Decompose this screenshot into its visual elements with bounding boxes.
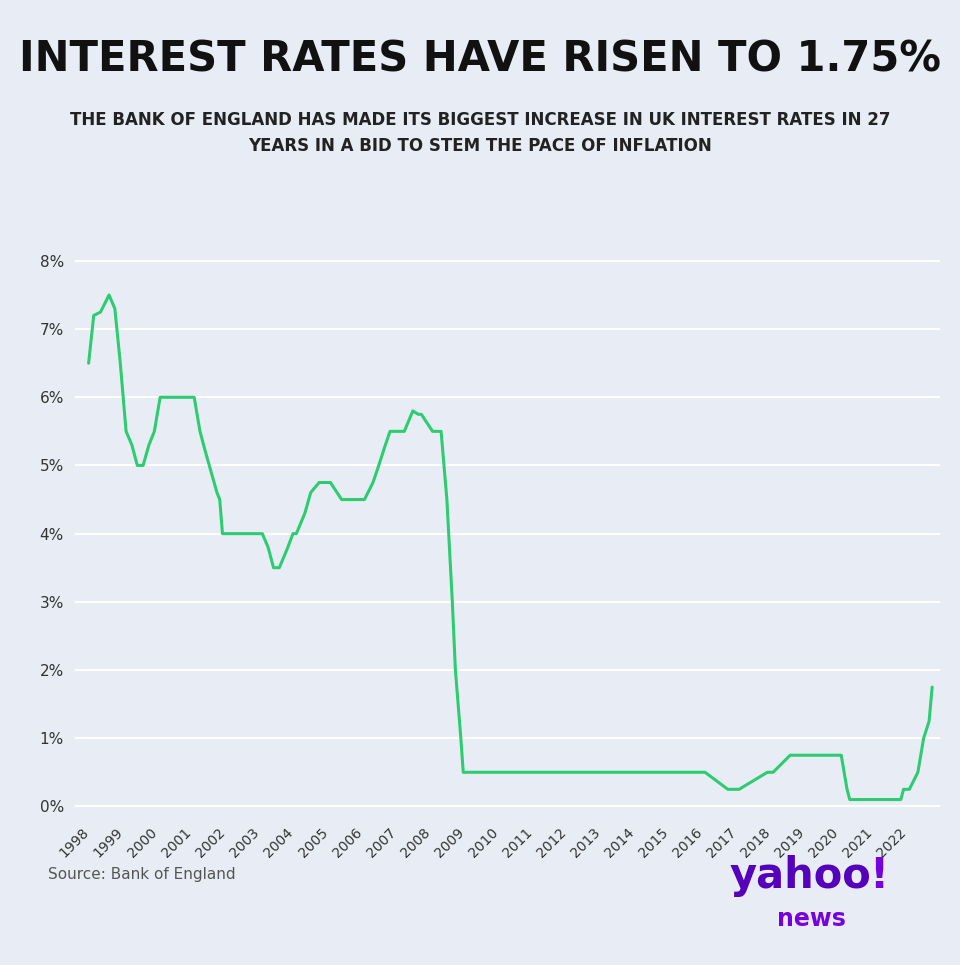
Text: yahoo: yahoo (730, 855, 872, 897)
Text: INTEREST RATES HAVE RISEN TO 1.75%: INTEREST RATES HAVE RISEN TO 1.75% (19, 39, 941, 81)
Text: THE BANK OF ENGLAND HAS MADE ITS BIGGEST INCREASE IN UK INTEREST RATES IN 27
YEA: THE BANK OF ENGLAND HAS MADE ITS BIGGEST… (70, 111, 890, 155)
Text: Source: Bank of England: Source: Bank of England (48, 867, 235, 882)
Text: !: ! (869, 855, 888, 897)
Text: news: news (777, 907, 846, 930)
